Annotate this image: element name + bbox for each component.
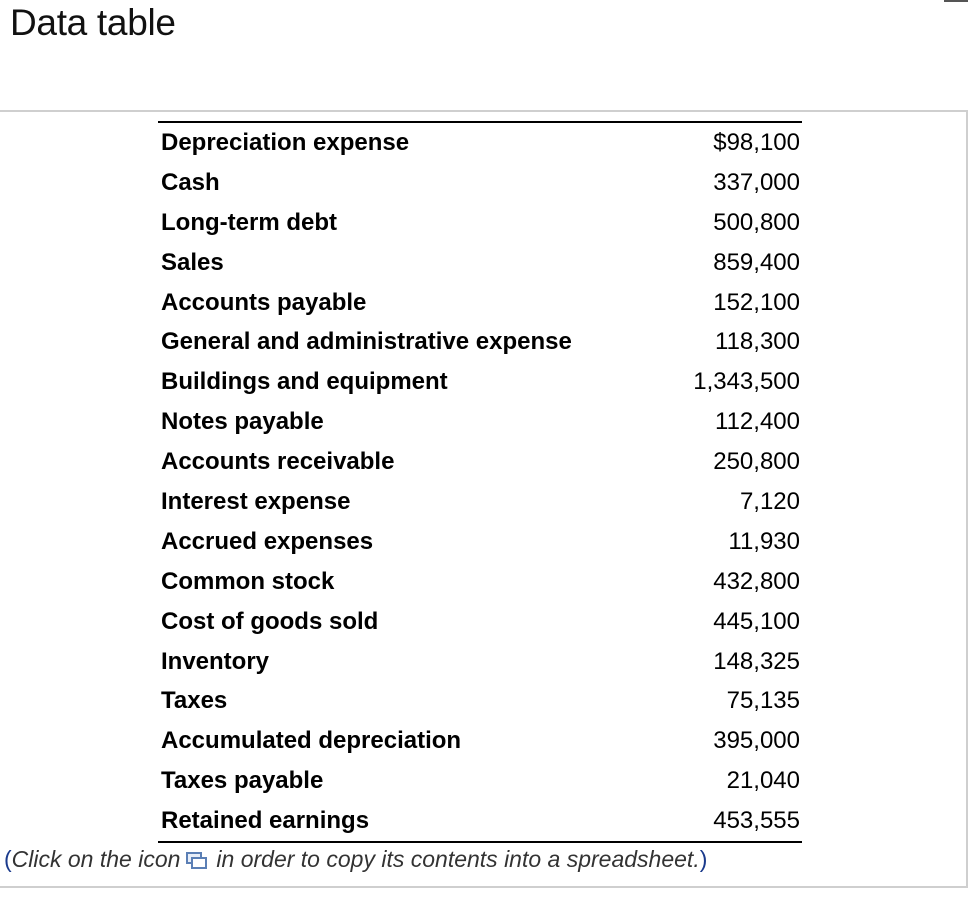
data-table-grid: Depreciation expense $98,100 Cash 337,000 Lo… <box>158 123 802 841</box>
row-value: 395,000 <box>713 727 800 755</box>
row-label: Accounts payable <box>161 288 367 316</box>
table-row: General and administrative expense 118,30… <box>158 322 802 362</box>
table-row: Retained earnings 453,555 <box>158 801 802 841</box>
table-row: Taxes 75,135 <box>158 681 802 721</box>
table-row: Long-term debt 500,800 <box>158 203 802 243</box>
table-row: Interest expense 7,120 <box>158 482 802 522</box>
row-label: Interest expense <box>161 487 351 515</box>
row-value: 337,000 <box>713 168 800 196</box>
row-value: 250,800 <box>713 448 800 476</box>
row-label: Accumulated depreciation <box>161 727 462 755</box>
row-label: Notes payable <box>161 408 324 436</box>
table-row: Cost of goods sold 445,100 <box>158 602 802 642</box>
row-value: 7,120 <box>739 487 800 515</box>
copy-icon-front-square <box>191 857 208 869</box>
row-label: General and administrative expense <box>161 328 572 356</box>
row-value: 118,300 <box>715 328 800 356</box>
table-row: Buildings and equipment 1,343,500 <box>158 362 802 402</box>
row-value: 453,555 <box>713 807 800 835</box>
row-value: 500,800 <box>713 208 800 236</box>
row-label: Cost of goods sold <box>161 607 379 635</box>
table-row: Accounts payable 152,100 <box>158 283 802 323</box>
page-title: Data table <box>10 2 176 43</box>
table-bottom-rule <box>158 841 802 844</box>
table-row: Depreciation expense $98,100 <box>158 123 802 163</box>
row-value: 859,400 <box>713 248 800 276</box>
row-label: Inventory <box>161 647 270 675</box>
row-label: Taxes <box>161 687 228 715</box>
row-value: 75,135 <box>726 687 800 715</box>
table-body: Depreciation expense $98,100 Cash 337,000 Lo… <box>158 123 802 841</box>
table-row: Accumulated depreciation 395,000 <box>158 721 802 761</box>
table-row: Common stock 432,800 <box>158 562 802 602</box>
note-text-before-icon: Click on the icon <box>11 846 181 872</box>
data-table-panel <box>0 110 968 888</box>
note-open-paren: ( <box>4 846 12 872</box>
row-value: 152,100 <box>713 288 800 316</box>
window-edge-mark <box>944 0 968 2</box>
row-label: Buildings and equipment <box>161 368 448 396</box>
row-value: 112,400 <box>715 408 800 436</box>
row-label: Retained earnings <box>161 807 370 835</box>
copy-to-spreadsheet-icon[interactable] <box>186 852 208 869</box>
table-row: Taxes payable 21,040 <box>158 761 802 801</box>
row-value: $98,100 <box>713 128 800 156</box>
row-value: 432,800 <box>713 567 800 595</box>
row-value: 11,930 <box>728 527 800 555</box>
row-label: Long-term debt <box>161 208 337 236</box>
table-row: Sales 859,400 <box>158 243 802 283</box>
row-label: Accounts receivable <box>161 448 395 476</box>
copy-instruction: (Click on the icon in order to copy its c… <box>4 846 707 873</box>
data-table: Depreciation expense $98,100 Cash 337,000 Lo… <box>158 121 802 844</box>
table-top-rule <box>158 121 802 123</box>
table-row: Accounts receivable 250,800 <box>158 442 802 482</box>
row-label: Common stock <box>161 567 335 595</box>
row-label: Depreciation expense <box>161 128 410 156</box>
table-row: Cash 337,000 <box>158 163 802 203</box>
row-value: 1,343,500 <box>693 368 800 396</box>
row-value: 21,040 <box>726 767 800 795</box>
row-label: Sales <box>161 248 224 276</box>
row-value: 148,325 <box>713 647 800 675</box>
table-row: Inventory 148,325 <box>158 642 802 682</box>
note-text-after-icon: in order to copy its contents into a spr… <box>216 846 700 872</box>
row-value: 445,100 <box>713 607 800 635</box>
row-label: Cash <box>161 168 220 196</box>
row-label: Accrued expenses <box>161 527 374 555</box>
note-close-paren: ) <box>699 846 708 872</box>
row-label: Taxes payable <box>161 767 324 795</box>
table-row: Notes payable 112,400 <box>158 402 802 442</box>
table-row: Accrued expenses 11,930 <box>158 522 802 562</box>
